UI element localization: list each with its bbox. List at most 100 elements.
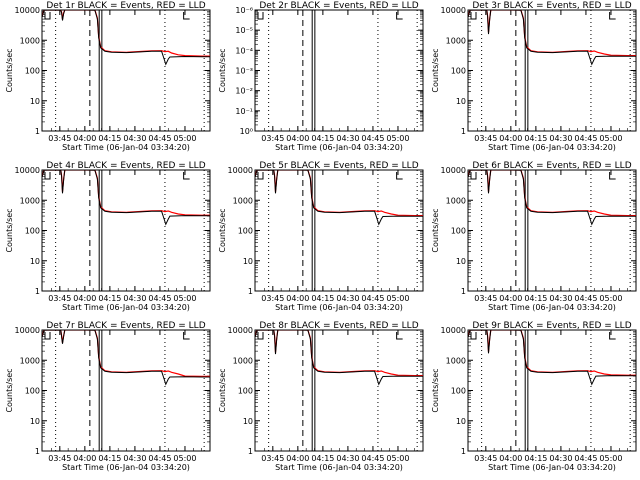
plot-frame (467, 9, 637, 132)
y-axis-label: Counts/sec (5, 208, 14, 252)
lld-series-line (255, 330, 423, 377)
plot-frame (467, 329, 637, 452)
y-tick-label: 1000 (446, 36, 466, 45)
corner-bracket-glyph (609, 172, 616, 180)
chart-panel-1: Det 1r BLACK = Events, RED = LLD 1 10 100 10… (5, 1, 211, 152)
y-tick-label: 10⁻¹ (235, 107, 253, 116)
y-tick-label: 1000 (233, 196, 253, 205)
corner-bracket-glyph (44, 332, 51, 340)
x-tick-label: 04:45 (574, 134, 597, 143)
y-tick-label: 100 (238, 227, 253, 236)
x-tick-label: 05:00 (386, 134, 409, 143)
x-tick-label: 05:00 (173, 454, 196, 463)
y-axis-label: Counts/sec (5, 48, 14, 92)
panel-title: Det 5r BLACK = Events, RED = LLD (259, 161, 418, 171)
y-tick-label: 1000 (20, 356, 40, 365)
y-axis-label: Counts/sec (218, 208, 227, 252)
x-tick-label: 04:00 (499, 454, 522, 463)
plot-frame (254, 169, 424, 292)
x-tick-label: 04:45 (148, 294, 171, 303)
y-axis-label: Counts/sec (431, 368, 440, 412)
corner-bracket-glyph (257, 12, 264, 20)
x-tick-label: 04:30 (336, 134, 359, 143)
x-tick-label: 04:30 (123, 294, 146, 303)
lld-series-line (42, 330, 210, 377)
events-series-line (42, 10, 210, 66)
y-tick-label: 100 (25, 387, 40, 396)
y-tick-label: 1 (35, 127, 40, 136)
y-tick-label: 10⁻⁵ (235, 26, 253, 35)
x-tick-label: 04:15 (524, 454, 547, 463)
events-series-line (255, 330, 423, 386)
plot-frame (41, 9, 211, 132)
y-tick-label: 10 (456, 417, 466, 426)
y-tick-label: 1000 (20, 196, 40, 205)
x-axis-label: Start Time (06-Jan-04 03:34:20) (62, 463, 190, 472)
x-tick-label: 04:45 (148, 454, 171, 463)
chart-panel-9: Det 9r BLACK = Events, RED = LLD 1 10 100 10… (431, 321, 637, 472)
x-tick-label: 03:45 (474, 454, 497, 463)
corner-bracket-glyph (396, 332, 403, 340)
corner-bracket-glyph (183, 12, 190, 20)
x-tick-label: 03:45 (474, 134, 497, 143)
y-tick-label: 100 (451, 387, 466, 396)
y-tick-label: 10 (456, 257, 466, 266)
plot-frame (254, 329, 424, 452)
chart-panel-3: Det 3r BLACK = Events, RED = LLD 1 10 100 10… (431, 1, 637, 152)
y-tick-label: 1 (248, 447, 253, 456)
plot-frame (467, 169, 637, 292)
x-tick-label: 04:30 (549, 134, 572, 143)
y-tick-label: 1 (461, 447, 466, 456)
x-tick-label: 05:00 (386, 294, 409, 303)
plot-frame (41, 169, 211, 292)
y-tick-label: 10⁻⁶ (235, 6, 253, 15)
corner-bracket-glyph (396, 12, 403, 20)
x-tick-label: 04:00 (286, 454, 309, 463)
events-series-line (468, 10, 636, 66)
events-series-line (42, 170, 210, 226)
y-tick-label: 1 (35, 447, 40, 456)
corner-bracket-glyph (609, 332, 616, 340)
panel-title: Det 7r BLACK = Events, RED = LLD (46, 321, 205, 331)
y-tick-label: 10 (30, 257, 40, 266)
corner-bracket-glyph (470, 12, 477, 20)
y-tick-label: 1000 (446, 356, 466, 365)
chart-panel-7: Det 7r BLACK = Events, RED = LLD 1 10 100 10… (5, 321, 211, 472)
lld-series-line (42, 170, 210, 216)
x-tick-label: 05:00 (599, 294, 622, 303)
corner-bracket-glyph (257, 332, 264, 340)
x-tick-label: 04:00 (73, 134, 96, 143)
events-series-line (468, 330, 636, 386)
y-tick-label: 100 (25, 227, 40, 236)
x-tick-label: 04:00 (73, 294, 96, 303)
y-axis-label: Counts/sec (431, 48, 440, 92)
y-tick-label: 100 (451, 67, 466, 76)
events-series-line (255, 170, 423, 226)
y-tick-label: 10 (30, 97, 40, 106)
x-tick-label: 03:45 (48, 454, 71, 463)
y-tick-label: 1000 (233, 356, 253, 365)
x-axis-label: Start Time (06-Jan-04 03:34:20) (488, 143, 616, 152)
y-tick-label: 10000 (15, 326, 40, 335)
corner-bracket-glyph (44, 12, 51, 20)
y-tick-label: 1 (35, 287, 40, 296)
x-tick-label: 05:00 (599, 454, 622, 463)
x-axis-label: Start Time (06-Jan-04 03:34:20) (275, 143, 403, 152)
corner-bracket-glyph (470, 172, 477, 180)
x-tick-label: 04:15 (311, 294, 334, 303)
corner-bracket-glyph (609, 12, 616, 20)
y-axis-label: Counts/sec (218, 48, 227, 92)
x-tick-label: 04:00 (286, 294, 309, 303)
chart-panel-6: Det 6r BLACK = Events, RED = LLD 1 10 100 10… (431, 161, 637, 312)
lld-series-line (468, 170, 636, 217)
y-tick-label: 10 (30, 417, 40, 426)
y-axis-label: Counts/sec (218, 368, 227, 412)
chart-panel-5: Det 5r BLACK = Events, RED = LLD 1 10 100 10… (218, 161, 424, 312)
y-tick-label: 10000 (15, 166, 40, 175)
y-tick-label: 100 (238, 387, 253, 396)
x-tick-label: 04:45 (361, 454, 384, 463)
x-tick-label: 04:45 (574, 454, 597, 463)
y-tick-label: 10000 (228, 326, 253, 335)
panel-title: Det 6r BLACK = Events, RED = LLD (472, 161, 631, 171)
